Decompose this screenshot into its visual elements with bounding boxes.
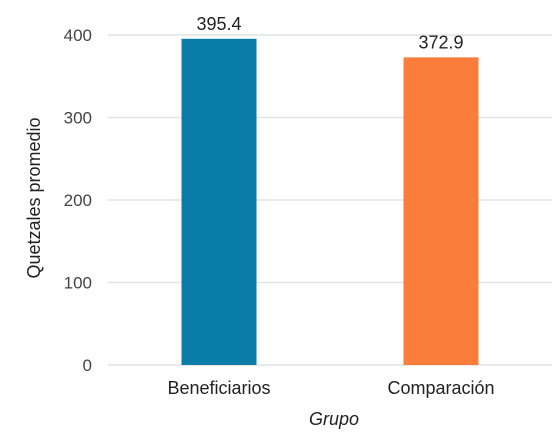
gridlines (108, 34, 552, 366)
y-tick-label-300: 300 (64, 109, 92, 128)
bars (181, 38, 479, 366)
x-axis-ticks: Beneficiarios Comparación (167, 378, 494, 398)
y-tick-label-0: 0 (83, 356, 92, 375)
data-label-1: 372.9 (418, 32, 463, 52)
y-axis-title: Quetzales promedio (24, 117, 44, 278)
x-axis-title: Grupo (309, 409, 359, 429)
data-label-0: 395.4 (196, 14, 241, 34)
y-tick-label-200: 200 (64, 191, 92, 210)
data-labels: 395.4 372.9 (196, 14, 463, 53)
bar-0 (181, 38, 257, 366)
x-tick-label-1: Comparación (387, 378, 494, 398)
bar-1 (403, 57, 479, 366)
x-tick-label-0: Beneficiarios (167, 378, 270, 398)
y-tick-label-400: 400 (64, 26, 92, 45)
y-tick-label-100: 100 (64, 274, 92, 293)
y-axis-ticks: 0 100 200 300 400 (64, 26, 92, 375)
